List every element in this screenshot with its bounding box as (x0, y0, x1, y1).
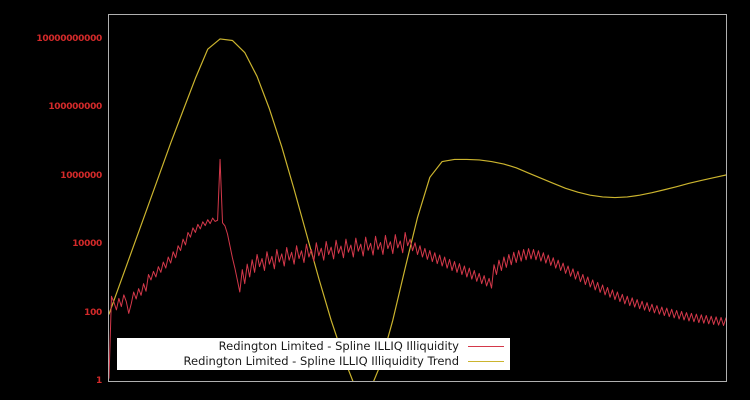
legend-item-illiquidity: Redington Limited - Spline ILLIQ Illiqui… (117, 339, 510, 354)
y-axis-tick-label: 1 (96, 376, 102, 386)
y-axis-tick-label: 100 (84, 307, 102, 318)
y-axis-tick-label: 100000000 (48, 102, 102, 113)
series-line-illiquidity-trend (109, 158, 726, 379)
legend-label-illiquidity-trend: Redington Limited - Spline ILLIQ Illiqui… (183, 354, 459, 368)
y-axis-tick-label: 1000000 (60, 170, 102, 181)
plot-area (108, 14, 727, 382)
legend-swatch-illiquidity-trend (468, 361, 504, 362)
legend-item-illiquidity-trend: Redington Limited - Spline ILLIQ Illiqui… (117, 354, 510, 369)
chart-legend: Redington Limited - Spline ILLIQ Illiqui… (117, 338, 510, 370)
series-line-illiquidity (109, 38, 726, 381)
plot-svg (109, 38, 726, 381)
y-axis-tick-label: 10000000000 (36, 33, 102, 44)
legend-swatch-illiquidity (468, 346, 504, 347)
y-axis-tick-labels: 1 100 10000 1000000 100000000 10000000000 (0, 0, 102, 400)
legend-label-illiquidity: Redington Limited - Spline ILLIQ Illiqui… (218, 339, 459, 353)
y-axis-tick-label: 10000 (72, 239, 102, 250)
